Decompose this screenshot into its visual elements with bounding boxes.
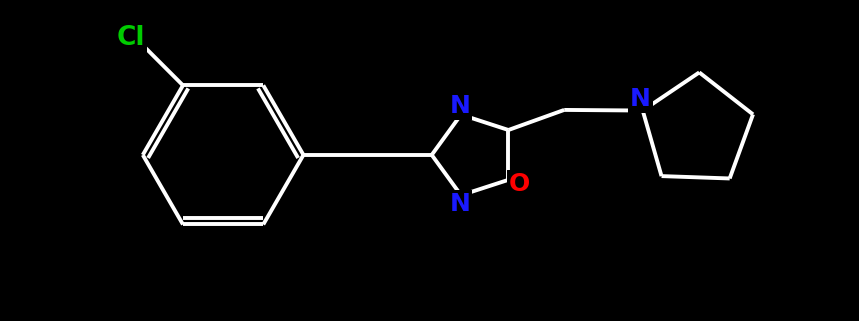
Text: N: N [449,94,471,118]
Text: O: O [509,172,530,196]
Text: N: N [630,87,651,111]
Text: Cl: Cl [117,24,145,50]
Text: N: N [449,192,471,216]
